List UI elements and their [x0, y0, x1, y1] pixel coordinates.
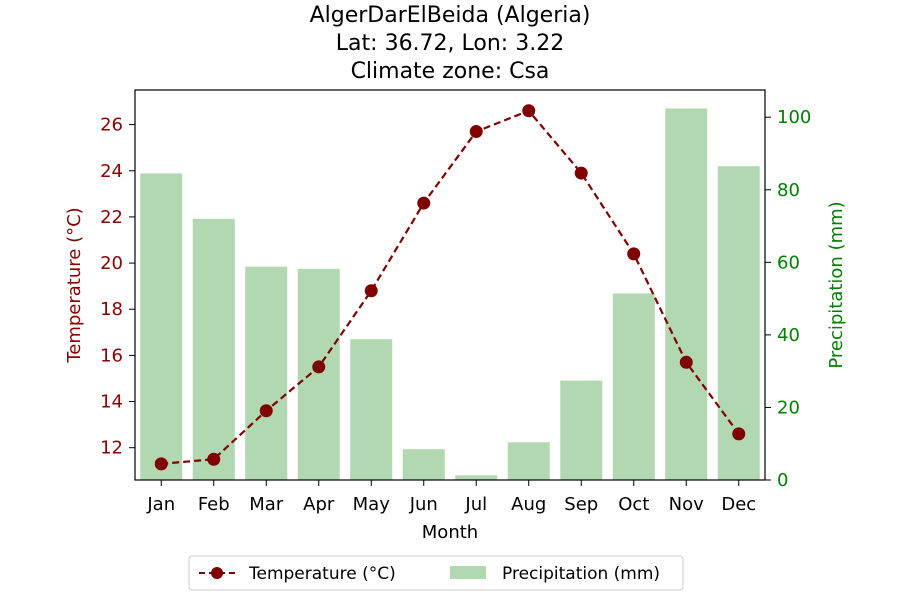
- precipitation-bar-oct: [612, 293, 655, 480]
- temperature-point-may: [364, 284, 378, 298]
- x-tick-label-aug: Aug: [511, 494, 546, 515]
- left-y-tick-label-24: 24: [100, 161, 123, 182]
- right-y-tick-label-60: 60: [777, 252, 800, 273]
- temperature-point-sep: [574, 166, 588, 180]
- left-y-axis-label: Temperature (°C): [64, 207, 85, 363]
- x-tick-label-jan: Jan: [146, 494, 175, 515]
- precipitation-bar-feb: [192, 218, 235, 480]
- precipitation-bar-sep: [560, 380, 603, 480]
- temperature-point-jul: [469, 125, 483, 139]
- legend-box: [188, 555, 684, 591]
- precipitation-bar-jun: [402, 449, 445, 480]
- left-y-tick-label-26: 26: [100, 115, 123, 136]
- temperature-point-mar: [259, 404, 273, 418]
- x-tick-label-dec: Dec: [721, 494, 756, 515]
- x-tick-label-sep: Sep: [564, 494, 598, 515]
- chart-title-line-3: Climate zone: Csa: [351, 59, 550, 84]
- precipitation-bars: [140, 108, 760, 481]
- precipitation-bar-nov: [665, 108, 708, 481]
- precipitation-bar-jan: [140, 173, 183, 480]
- temperature-point-jan: [154, 457, 168, 471]
- temperature-line: [154, 104, 746, 471]
- right-y-tick-label-40: 40: [777, 325, 800, 346]
- right-y-tick-label-0: 0: [777, 470, 788, 491]
- x-tick-label-jun: Jun: [409, 494, 438, 515]
- temperature-point-feb: [207, 452, 221, 466]
- x-axis: Jan Feb Mar Apr May Jun Jul Aug Sep Oct Nov Dec: [146, 480, 756, 515]
- x-tick-label-nov: Nov: [669, 494, 704, 515]
- precipitation-bar-apr: [297, 268, 340, 480]
- legend-temperature-marker: [211, 567, 223, 579]
- precipitation-bar-mar: [245, 266, 288, 480]
- temperature-point-nov: [679, 355, 693, 369]
- chart-title-line-2: Lat: 36.72, Lon: 3.22: [336, 31, 564, 56]
- left-y-tick-label-14: 14: [100, 392, 123, 413]
- temperature-point-dec: [732, 427, 746, 441]
- right-y-axis-label: Precipitation (mm): [826, 201, 847, 368]
- left-y-axis: 12 14 16 18 20 22 24 26: [100, 115, 135, 459]
- right-y-axis: 0 20 40 60 80 100: [765, 107, 811, 491]
- right-y-tick-label-20: 20: [777, 397, 800, 418]
- precipitation-bar-jul: [455, 475, 498, 480]
- chart-title-line-1: AlgerDarElBeida (Algeria): [310, 3, 591, 28]
- legend-temperature-label: Temperature (°C): [248, 564, 396, 584]
- legend: Temperature (°C) Precipitation (mm): [188, 555, 684, 591]
- right-y-tick-label-100: 100: [777, 107, 811, 128]
- x-axis-label: Month: [422, 522, 478, 543]
- x-tick-label-may: May: [353, 494, 391, 515]
- left-y-tick-label-12: 12: [100, 438, 123, 459]
- legend-precipitation-label: Precipitation (mm): [502, 564, 660, 584]
- plot-frame: [134, 89, 766, 481]
- temperature-point-oct: [627, 247, 641, 261]
- precipitation-bar-may: [350, 339, 393, 480]
- x-tick-label-apr: Apr: [303, 494, 335, 515]
- x-tick-label-mar: Mar: [249, 494, 284, 515]
- left-y-tick-label-16: 16: [100, 345, 123, 366]
- left-y-tick-label-20: 20: [100, 253, 123, 274]
- temperature-point-aug: [522, 104, 536, 118]
- precipitation-bar-aug: [507, 442, 550, 480]
- x-tick-label-feb: Feb: [198, 494, 230, 515]
- temperature-point-apr: [312, 360, 326, 374]
- legend-precipitation-swatch: [450, 566, 486, 579]
- x-tick-label-oct: Oct: [618, 494, 649, 515]
- right-y-tick-label-80: 80: [777, 180, 800, 201]
- temperature-point-jun: [417, 196, 431, 210]
- x-tick-label-jul: Jul: [464, 494, 487, 515]
- temperature-series-line: [161, 109, 740, 465]
- left-y-tick-label-18: 18: [100, 299, 123, 320]
- left-y-tick-label-22: 22: [100, 207, 123, 228]
